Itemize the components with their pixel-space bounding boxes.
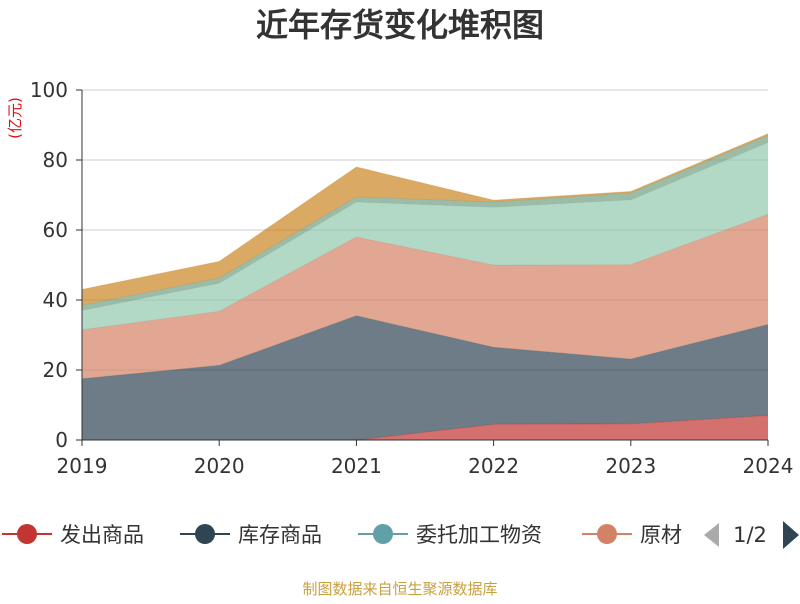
y-tick-label: 40 [43,288,68,312]
chart-title: 近年存货变化堆积图 [256,6,544,44]
y-tick-label: 60 [43,218,68,242]
area-series-1 [82,315,768,440]
area-series-6 [82,133,768,306]
area-series-0 [82,415,768,440]
y-tick-label: 100 [30,78,68,102]
x-tick-label: 2024 [743,454,794,478]
y-tick-label: 80 [43,148,68,172]
legend-label: 委托加工物资 [416,523,542,547]
area-series-group [81,133,769,441]
legend-marker [373,524,393,544]
area-series-3 [82,214,768,379]
area-series-edge-6 [81,133,769,290]
axes: 0 20 40 60 80 100 2019 2020 2021 2022 2023 2024 [30,78,794,478]
legend-label: 库存商品 [238,523,322,547]
data-source-note: 制图数据来自恒生聚源数据库 [302,580,497,598]
y-tick-label: 20 [43,358,68,382]
legend-marker [195,524,215,544]
legend-label: 发出商品 [60,523,144,547]
x-tick-label: 2023 [605,454,656,478]
area-series-5 [82,135,768,311]
y-axis-unit-label: (亿元) [6,97,24,139]
legend-marker [597,524,617,544]
legend-prev-arrow-icon[interactable] [704,523,719,547]
legend-item[interactable]: 库存商品 [180,523,322,547]
area-series-4 [82,142,768,330]
x-tick-label: 2021 [331,454,382,478]
legend-item[interactable]: 原材 [582,523,682,547]
legend-item[interactable]: 委托加工物资 [358,523,542,547]
legend-page-indicator: 1/2 [733,523,767,547]
x-tick-label: 2022 [468,454,519,478]
y-tick-label: 0 [55,428,68,452]
legend-next-arrow-icon[interactable] [783,521,799,549]
x-tick-label: 2020 [194,454,245,478]
legend-item[interactable]: 发出商品 [2,523,144,547]
x-tick-label: 2019 [57,454,108,478]
legend[interactable]: 发出商品 库存商品 委托加工物资 原材 1/2 [2,521,799,549]
legend-marker [17,524,37,544]
legend-label: 原材 [640,523,682,547]
